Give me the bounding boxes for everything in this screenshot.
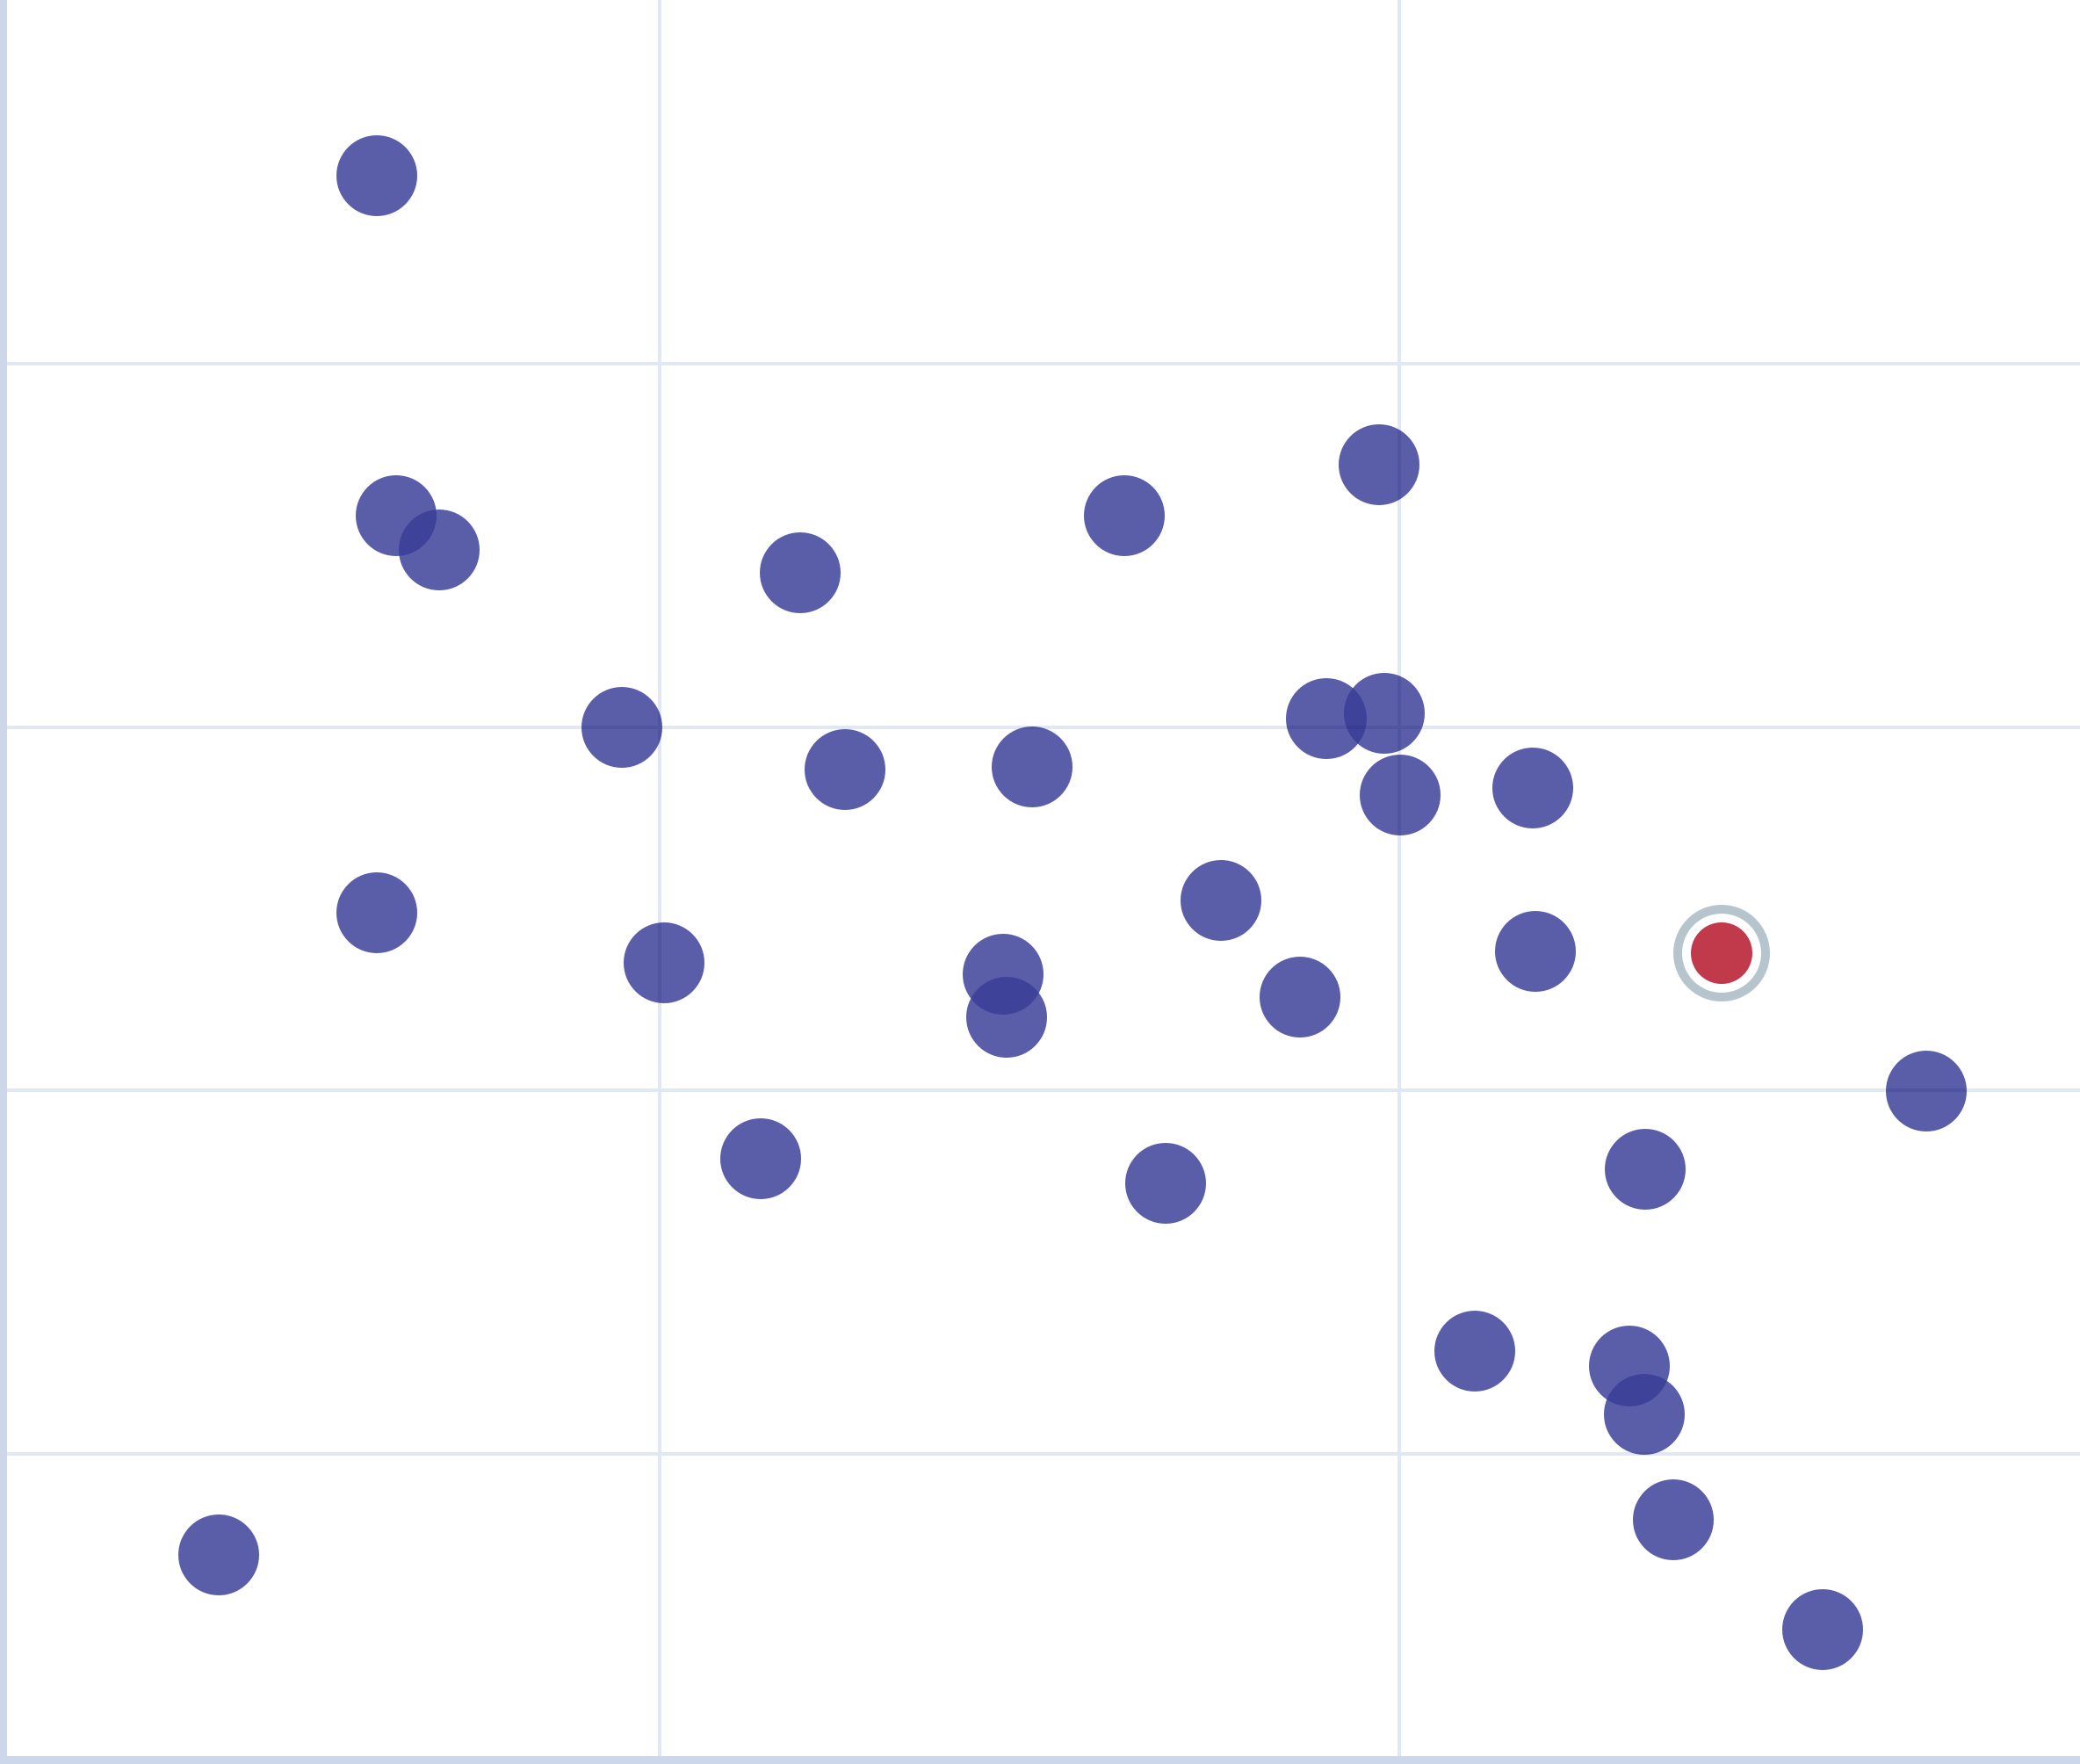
data-point[interactable] <box>1125 1143 1206 1224</box>
data-point[interactable] <box>760 532 841 613</box>
data-point[interactable] <box>1260 957 1340 1037</box>
data-point[interactable] <box>1782 1589 1863 1670</box>
data-point[interactable] <box>805 729 885 810</box>
data-point[interactable] <box>1286 678 1367 759</box>
data-point[interactable] <box>624 922 704 1003</box>
data-points-layer <box>178 135 1967 1670</box>
data-point[interactable] <box>1084 475 1165 556</box>
data-point[interactable] <box>178 1515 259 1595</box>
y-axis-line <box>0 0 7 1764</box>
data-point[interactable] <box>966 977 1047 1058</box>
data-point[interactable] <box>399 510 480 590</box>
data-point[interactable] <box>336 872 417 953</box>
selected-data-point[interactable] <box>1691 922 1752 984</box>
selected-point-group <box>1673 905 1770 1001</box>
data-point[interactable] <box>992 727 1072 807</box>
data-point[interactable] <box>1495 911 1576 992</box>
data-point[interactable] <box>1604 1374 1685 1455</box>
x-axis-line <box>0 1756 2080 1764</box>
data-point[interactable] <box>1633 1479 1714 1560</box>
data-point[interactable] <box>1605 1129 1686 1210</box>
data-point[interactable] <box>336 135 417 216</box>
data-point[interactable] <box>1492 748 1573 828</box>
data-point[interactable] <box>720 1118 801 1199</box>
data-point[interactable] <box>1434 1311 1515 1392</box>
data-point[interactable] <box>1339 424 1419 505</box>
data-point[interactable] <box>1181 860 1261 941</box>
data-point[interactable] <box>1344 673 1425 754</box>
